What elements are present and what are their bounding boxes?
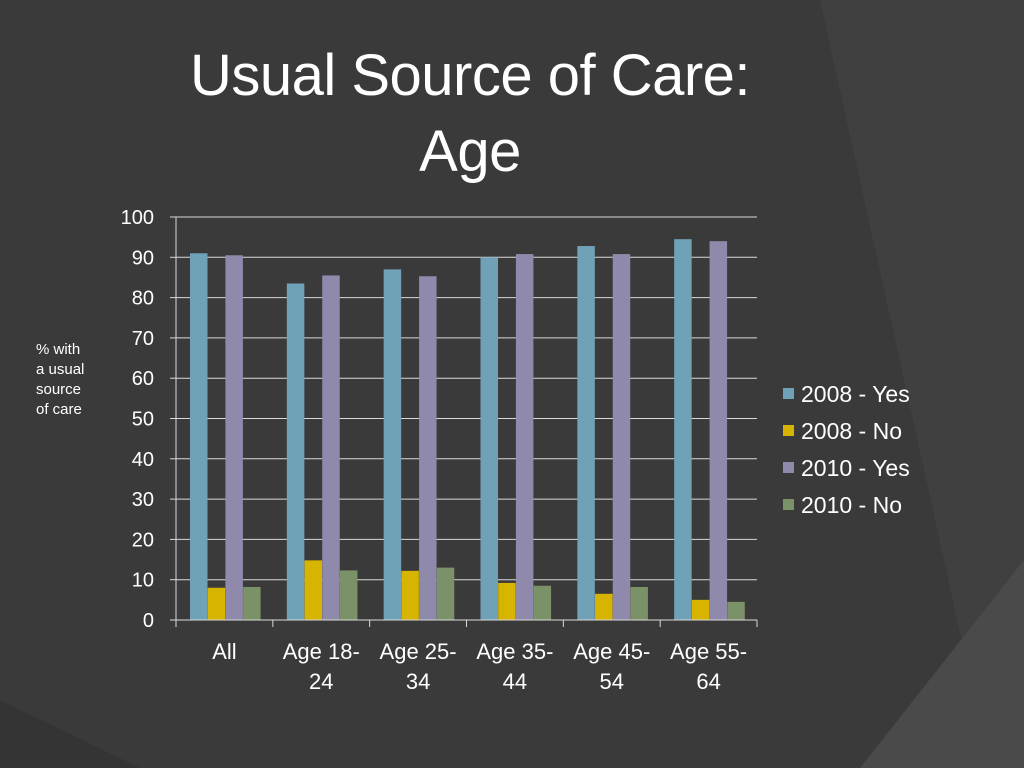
x-category-label: Age 45-54 bbox=[573, 639, 650, 694]
bar-2010-no-4 bbox=[630, 586, 648, 620]
x-category-label: Age 55-64 bbox=[670, 639, 747, 694]
slide-title-line-2: Age bbox=[419, 119, 521, 184]
bar-2008-yes-3 bbox=[480, 257, 498, 620]
slide-title: Usual Source of Care: Age bbox=[120, 38, 820, 190]
bar-2010-yes-3 bbox=[515, 254, 534, 621]
bar-2010-no-0 bbox=[243, 586, 261, 620]
bars bbox=[190, 239, 745, 621]
gridlines bbox=[176, 216, 757, 581]
bar-2008-no-0 bbox=[207, 587, 226, 620]
y-tick-label: 0 bbox=[143, 610, 154, 632]
y-axis-label-line-3: source bbox=[36, 381, 82, 398]
slide-title-line-1: Usual Source of Care: bbox=[189, 43, 751, 108]
y-tick-labels: 0 10 20 30 40 50 60 70 80 90 100 bbox=[121, 207, 154, 632]
y-axis-label-line-1: % with bbox=[36, 341, 81, 358]
bar-2010-yes-5 bbox=[709, 241, 728, 620]
bar-2010-yes-0 bbox=[225, 255, 243, 620]
bar-2008-yes-2 bbox=[383, 269, 402, 620]
x-category-label: All bbox=[212, 639, 236, 664]
y-tick-label: 40 bbox=[132, 449, 154, 471]
bar-2010-no-2 bbox=[436, 567, 455, 620]
legend-swatch bbox=[783, 425, 794, 436]
y-tick-label: 30 bbox=[132, 489, 154, 511]
y-tick-label: 100 bbox=[121, 207, 154, 229]
bar-2010-no-3 bbox=[533, 585, 552, 620]
bar-2010-no-1 bbox=[339, 570, 358, 620]
bar-2008-no-2 bbox=[401, 570, 419, 620]
bar-2010-yes-4 bbox=[612, 254, 631, 621]
y-tick-label: 20 bbox=[132, 529, 154, 551]
bar-2010-yes-2 bbox=[419, 276, 437, 620]
bar-2008-yes-4 bbox=[577, 246, 595, 621]
legend: 2008 - Yes 2008 - No 2010 - Yes 2010 - No bbox=[783, 381, 910, 518]
y-axis-label: % with a usual source of care bbox=[36, 340, 106, 420]
bar-2008-no-3 bbox=[498, 582, 516, 620]
y-tick-label: 90 bbox=[132, 247, 154, 269]
legend-swatch bbox=[783, 388, 794, 399]
legend-swatch bbox=[783, 499, 794, 510]
x-category-labels: All Age 18-24 Age 25-34 Age 35-44 Age 45-54 A… bbox=[212, 639, 747, 694]
bar-2008-yes-1 bbox=[286, 283, 305, 620]
x-category-label: Age 35-44 bbox=[476, 639, 553, 694]
bar-2010-yes-1 bbox=[322, 275, 340, 620]
x-category-label: Age 18-24 bbox=[283, 639, 360, 694]
y-tick-label: 70 bbox=[132, 328, 154, 350]
legend-label: 2010 - Yes bbox=[801, 455, 910, 481]
y-tick-label: 50 bbox=[132, 409, 154, 431]
x-category-label: Age 25-34 bbox=[380, 639, 457, 694]
legend-label: 2008 - No bbox=[801, 418, 902, 444]
legend-label: 2010 - No bbox=[801, 492, 902, 518]
legend-label: 2008 - Yes bbox=[801, 381, 910, 407]
bar-2008-yes-0 bbox=[190, 253, 208, 620]
bar-2008-no-4 bbox=[595, 593, 613, 620]
bar-2008-no-1 bbox=[304, 560, 323, 620]
bar-2010-no-5 bbox=[727, 601, 745, 620]
y-tick-label: 80 bbox=[132, 288, 154, 310]
y-axis-label-line-4: of care bbox=[36, 401, 82, 418]
legend-swatch bbox=[783, 462, 794, 473]
y-tick-label: 10 bbox=[132, 570, 154, 592]
axes bbox=[170, 216, 758, 627]
y-tick-label: 60 bbox=[132, 368, 154, 390]
y-axis-label-line-2: a usual bbox=[36, 361, 85, 378]
bar-2008-yes-5 bbox=[674, 239, 692, 621]
bar-2008-no-5 bbox=[691, 599, 710, 620]
